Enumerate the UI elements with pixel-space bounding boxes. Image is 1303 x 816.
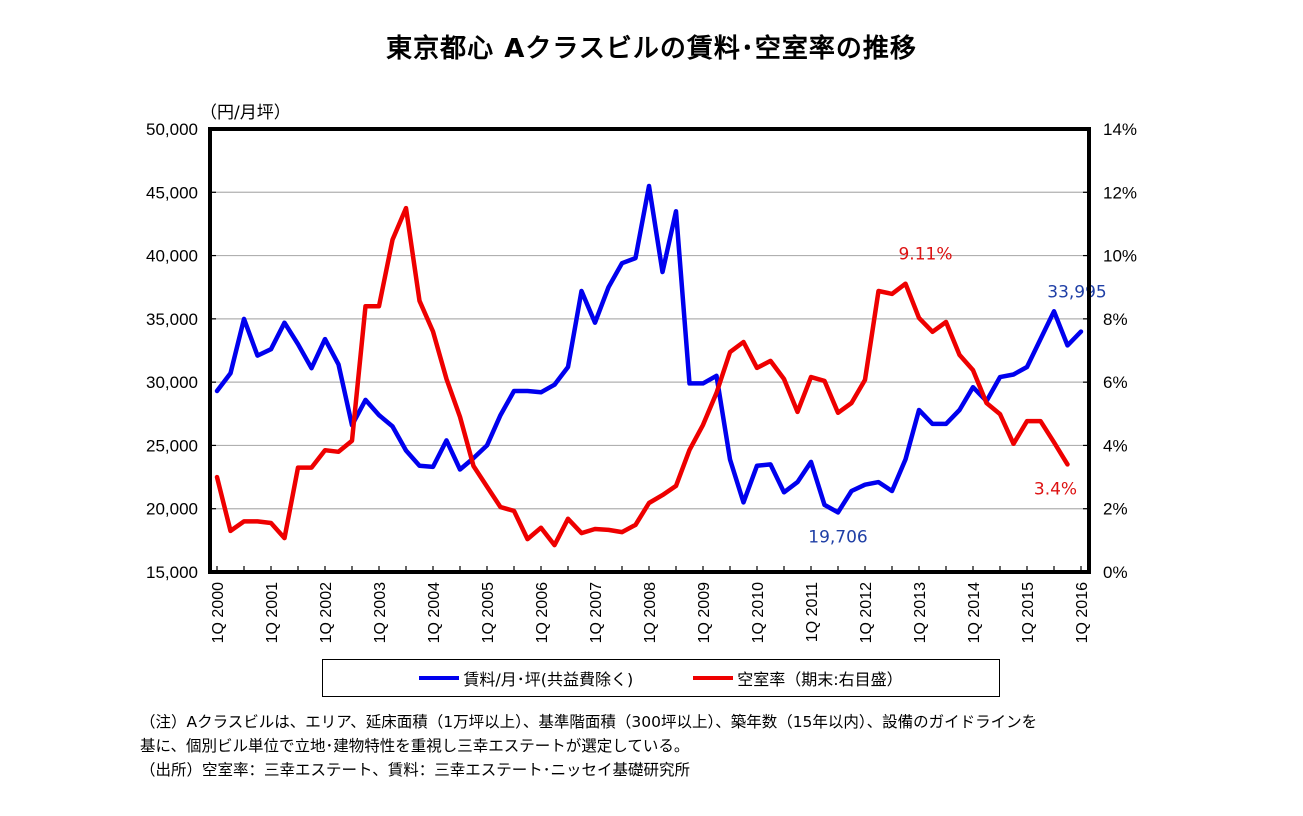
data-label: 19,706	[808, 527, 867, 547]
x-axis-tick-label: 1Q 2016	[1074, 582, 1091, 643]
x-axis-tick-label: 1Q 2006	[534, 582, 551, 643]
x-axis-tick-label: 1Q 2004	[426, 582, 443, 643]
x-axis-tick-label: 1Q 2008	[642, 582, 659, 643]
chart-title: 東京都心 Aクラスビルの賃料･空室率の推移	[386, 34, 917, 64]
x-axis-tick-label: 1Q 2014	[966, 582, 983, 643]
right-axis-tick-label: 6%	[1103, 373, 1128, 392]
left-axis-tick-label: 30,000	[146, 373, 198, 392]
legend-label-vacancy: 空室率（期末:右目盛）	[737, 670, 903, 689]
data-label: 33,995	[1047, 283, 1106, 303]
rent-series-line	[214, 183, 1084, 515]
data-label: 9.11%	[898, 245, 952, 265]
x-axis-tick-label: 1Q 2009	[696, 582, 713, 643]
plot-frame	[208, 127, 1091, 574]
left-axis-tick-label: 45,000	[146, 183, 198, 202]
footnote-line: （注）Aクラスビルは、エリア、延床面積（1万坪以上）、基準階面積（300坪以上）…	[140, 713, 1038, 731]
left-axis-tick-label: 40,000	[146, 247, 198, 266]
right-axis-tick-label: 10%	[1103, 247, 1137, 266]
data-label: 3.4%	[1034, 479, 1077, 499]
left-axis-tick-label: 50,000	[146, 120, 198, 139]
left-axis-tick-label: 35,000	[146, 310, 198, 329]
left-axis-tick-label: 20,000	[146, 500, 198, 519]
x-axis-tick-label: 1Q 2015	[1020, 582, 1037, 643]
chart-legend: 賃料/月･坪(共益費除く) 空室率（期末:右目盛）	[322, 659, 1000, 697]
legend-item-rent: 賃料/月･坪(共益費除く)	[419, 666, 633, 690]
right-axis-tick-label: 12%	[1103, 183, 1137, 202]
x-axis-tick-label: 1Q 2005	[480, 582, 497, 643]
x-axis-tick-label: 1Q 2011	[804, 582, 821, 642]
legend-item-vacancy: 空室率（期末:右目盛）	[693, 666, 903, 690]
left-axis-tick-label: 15,000	[146, 563, 198, 582]
x-axis-tick-label: 1Q 2007	[588, 582, 605, 643]
right-axis-tick-label: 8%	[1103, 310, 1128, 329]
x-axis-tick-label: 1Q 2001	[264, 582, 281, 643]
legend-label-rent: 賃料/月･坪(共益費除く)	[463, 670, 634, 689]
footnotes: （注）Aクラスビルは、エリア、延床面積（1万坪以上）、基準階面積（300坪以上）…	[140, 710, 1037, 782]
legend-swatch-vacancy	[693, 676, 734, 680]
left-axis-unit-label: （円/月坪）	[200, 103, 291, 123]
footnote-line: （出所）空室率：三幸エステート、賃料：三幸エステート･ニッセイ基礎研究所	[140, 761, 690, 779]
x-axis-tick-label: 1Q 2010	[750, 582, 767, 643]
legend-swatch-rent	[419, 676, 460, 680]
right-axis-tick-label: 0%	[1103, 563, 1128, 582]
x-axis-tick-label: 1Q 2003	[372, 582, 389, 643]
left-axis-tick-label: 25,000	[146, 436, 198, 455]
right-axis-tick-label: 4%	[1103, 436, 1128, 455]
x-axis-tick-label: 1Q 2000	[210, 582, 227, 643]
footnote-line: 基に、個別ビル単位で立地･建物特性を重視し三幸エステートが選定している。	[140, 737, 690, 755]
x-axis-tick-label: 1Q 2002	[318, 582, 335, 643]
vacancy-series-line	[214, 205, 1070, 548]
x-axis-tick-label: 1Q 2013	[912, 582, 929, 643]
right-axis-tick-label: 14%	[1103, 120, 1137, 139]
x-axis-tick-label: 1Q 2012	[858, 582, 875, 643]
right-axis-tick-label: 2%	[1103, 500, 1128, 519]
